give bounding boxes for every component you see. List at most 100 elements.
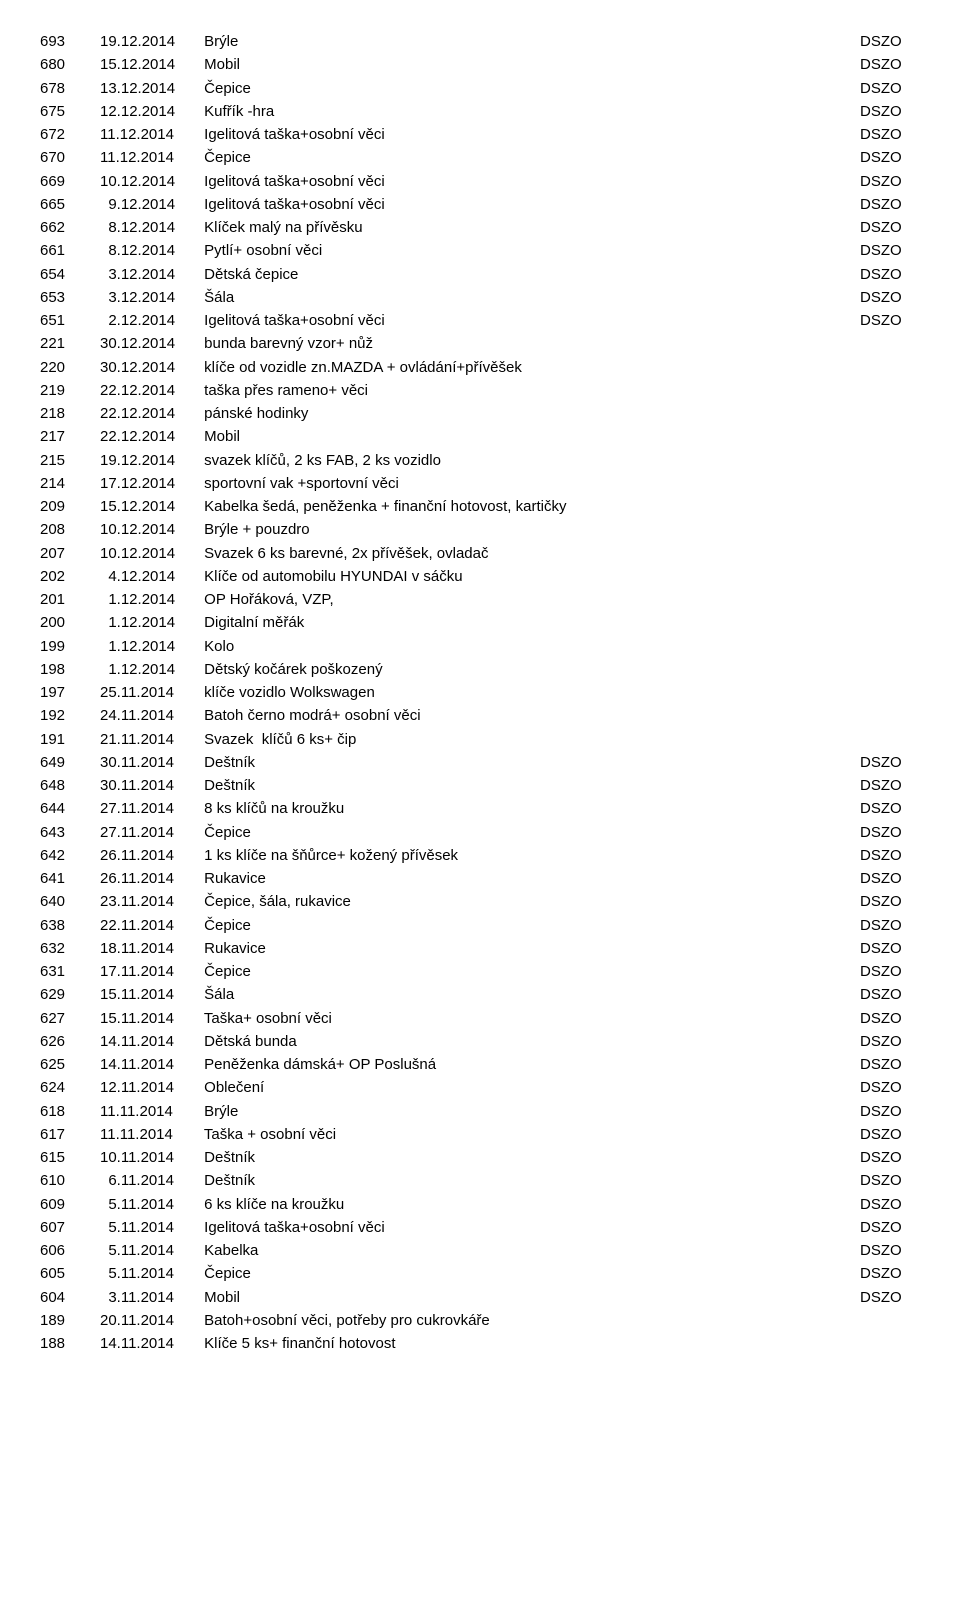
row-tag: DSZO bbox=[860, 890, 920, 913]
row-number: 209 bbox=[40, 495, 100, 518]
list-row: 665 9.12.2014 Igelitová taška+osobní věc… bbox=[40, 193, 920, 216]
row-description: Brýle + pouzdro bbox=[200, 518, 860, 541]
row-date: 10.11.2014 bbox=[100, 1146, 200, 1169]
row-date: 26.11.2014 bbox=[100, 867, 200, 890]
row-number: 631 bbox=[40, 960, 100, 983]
list-row: 64327.11.2014 ČepiceDSZO bbox=[40, 821, 920, 844]
list-row: 22030.12.2014 klíče od vozidle zn.MAZDA … bbox=[40, 356, 920, 379]
list-row: 61510.11.2014 DeštníkDSZO bbox=[40, 1146, 920, 1169]
row-tag bbox=[860, 611, 920, 634]
row-date: 4.12.2014 bbox=[100, 565, 200, 588]
list-row: 201 1.12.2014 OP Hořáková, VZP, bbox=[40, 588, 920, 611]
row-date: 1.12.2014 bbox=[100, 658, 200, 681]
row-description: Oblečení bbox=[200, 1076, 860, 1099]
row-date: 25.11.2014 bbox=[100, 681, 200, 704]
row-number: 208 bbox=[40, 518, 100, 541]
list-row: 198 1.12.2014 Dětský kočárek poškozený bbox=[40, 658, 920, 681]
row-date: 5.11.2014 bbox=[100, 1216, 200, 1239]
row-description: Svazek 6 ks barevné, 2x přívěšek, ovlada… bbox=[200, 542, 860, 565]
row-number: 678 bbox=[40, 77, 100, 100]
list-row: 67813.12.2014 ČepiceDSZO bbox=[40, 77, 920, 100]
row-date: 3.11.2014 bbox=[100, 1286, 200, 1309]
row-number: 625 bbox=[40, 1053, 100, 1076]
row-description: Brýle bbox=[200, 30, 860, 53]
row-number: 627 bbox=[40, 1007, 100, 1030]
list-row: 66910.12.2014 Igelitová taška+osobní věc… bbox=[40, 170, 920, 193]
row-date: 5.11.2014 bbox=[100, 1193, 200, 1216]
row-description: Deštník bbox=[200, 774, 860, 797]
row-tag bbox=[860, 472, 920, 495]
row-tag: DSZO bbox=[860, 100, 920, 123]
row-tag bbox=[860, 332, 920, 355]
list-row: 199 1.12.2014 Kolo bbox=[40, 635, 920, 658]
row-tag bbox=[860, 518, 920, 541]
list-row: 661 8.12.2014 Pytlí+ osobní věciDSZO bbox=[40, 239, 920, 262]
row-tag: DSZO bbox=[860, 797, 920, 820]
list-row: 69319.12.2014 BrýleDSZO bbox=[40, 30, 920, 53]
row-number: 648 bbox=[40, 774, 100, 797]
list-row: 62614.11.2014 Dětská bundaDSZO bbox=[40, 1030, 920, 1053]
row-tag bbox=[860, 728, 920, 751]
row-description: Šála bbox=[200, 286, 860, 309]
list-row: 62514.11.2014 Peněženka dámská+ OP Poslu… bbox=[40, 1053, 920, 1076]
row-description: pánské hodinky bbox=[200, 402, 860, 425]
row-number: 624 bbox=[40, 1076, 100, 1099]
row-tag: DSZO bbox=[860, 263, 920, 286]
row-tag: DSZO bbox=[860, 983, 920, 1006]
row-number: 192 bbox=[40, 704, 100, 727]
list-row: 67011.12.2014 ČepiceDSZO bbox=[40, 146, 920, 169]
row-date: 17.11.2014 bbox=[100, 960, 200, 983]
row-description: Igelitová taška+osobní věci bbox=[200, 309, 860, 332]
row-tag bbox=[860, 588, 920, 611]
row-date: 22.12.2014 bbox=[100, 425, 200, 448]
row-number: 661 bbox=[40, 239, 100, 262]
row-date: 18.11.2014 bbox=[100, 937, 200, 960]
list-row: 61811.11.2014 BrýleDSZO bbox=[40, 1100, 920, 1123]
row-description: Kabelka bbox=[200, 1239, 860, 1262]
list-row: 62412.11.2014 OblečeníDSZO bbox=[40, 1076, 920, 1099]
row-tag: DSZO bbox=[860, 960, 920, 983]
row-tag: DSZO bbox=[860, 1239, 920, 1262]
row-date: 27.11.2014 bbox=[100, 797, 200, 820]
row-number: 607 bbox=[40, 1216, 100, 1239]
row-number: 672 bbox=[40, 123, 100, 146]
row-date: 11.12.2014 bbox=[100, 123, 200, 146]
row-tag: DSZO bbox=[860, 867, 920, 890]
row-tag bbox=[860, 1309, 920, 1332]
list-row: 19121.11.2014 Svazek klíčů 6 ks+ čip bbox=[40, 728, 920, 751]
row-date: 12.12.2014 bbox=[100, 100, 200, 123]
list-row: 22130.12.2014 bunda barevný vzor+ nůž bbox=[40, 332, 920, 355]
row-date: 15.11.2014 bbox=[100, 983, 200, 1006]
row-description: taška přes rameno+ věci bbox=[200, 379, 860, 402]
row-number: 200 bbox=[40, 611, 100, 634]
row-date: 30.11.2014 bbox=[100, 774, 200, 797]
row-tag bbox=[860, 704, 920, 727]
row-date: 23.11.2014 bbox=[100, 890, 200, 913]
row-tag: DSZO bbox=[860, 193, 920, 216]
row-description: Dětská čepice bbox=[200, 263, 860, 286]
row-date: 11.11.2014 bbox=[100, 1123, 200, 1146]
row-date: 12.11.2014 bbox=[100, 1076, 200, 1099]
list-row: 21922.12.2014 taška přes rameno+ věci bbox=[40, 379, 920, 402]
row-tag: DSZO bbox=[860, 1286, 920, 1309]
row-number: 617 bbox=[40, 1123, 100, 1146]
row-date: 22.12.2014 bbox=[100, 379, 200, 402]
row-tag: DSZO bbox=[860, 1262, 920, 1285]
row-description: Pytlí+ osobní věci bbox=[200, 239, 860, 262]
row-date: 9.12.2014 bbox=[100, 193, 200, 216]
row-number: 219 bbox=[40, 379, 100, 402]
row-description: Čepice bbox=[200, 1262, 860, 1285]
row-description: klíče vozidlo Wolkswagen bbox=[200, 681, 860, 704]
row-description: Rukavice bbox=[200, 867, 860, 890]
row-date: 14.11.2014 bbox=[100, 1030, 200, 1053]
row-number: 675 bbox=[40, 100, 100, 123]
row-description: 6 ks klíče na kroužku bbox=[200, 1193, 860, 1216]
row-number: 201 bbox=[40, 588, 100, 611]
row-description: Igelitová taška+osobní věci bbox=[200, 193, 860, 216]
row-tag: DSZO bbox=[860, 309, 920, 332]
row-date: 2.12.2014 bbox=[100, 309, 200, 332]
list-row: 62915.11.2014 ŠálaDSZO bbox=[40, 983, 920, 1006]
list-row: 64023.11.2014 Čepice, šála, rukaviceDSZO bbox=[40, 890, 920, 913]
row-description: Čepice bbox=[200, 77, 860, 100]
list-row: 609 5.11.2014 6 ks klíče na kroužkuDSZO bbox=[40, 1193, 920, 1216]
